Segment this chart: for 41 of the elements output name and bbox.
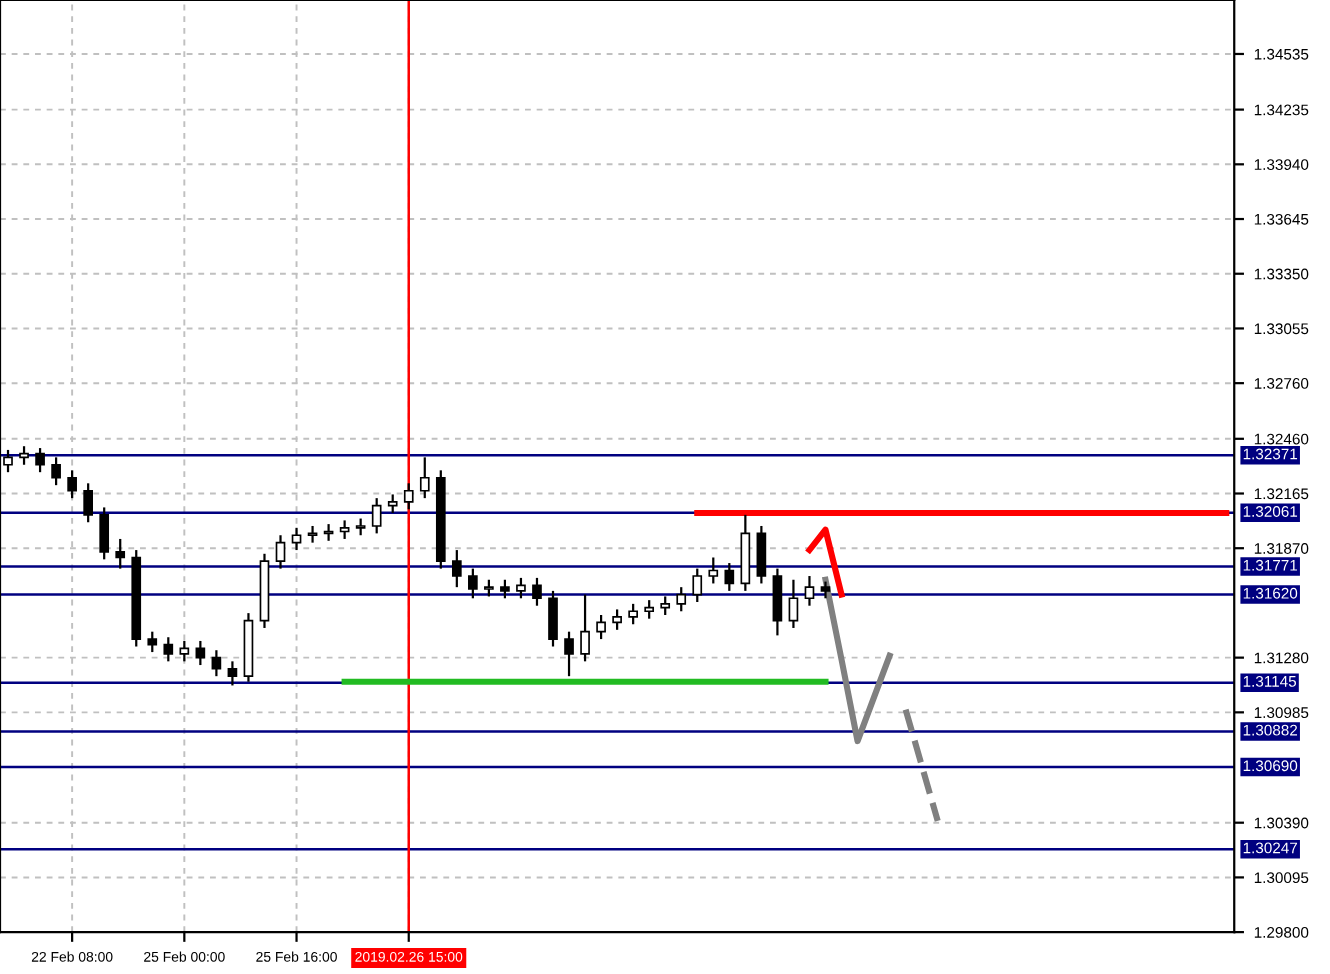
- candlestick: [211, 649, 222, 678]
- candlestick: [451, 548, 462, 589]
- candlestick: [83, 482, 94, 524]
- candlestick: [99, 506, 110, 561]
- candlestick: [115, 537, 126, 570]
- candlestick: [339, 519, 350, 541]
- candlestick: [419, 456, 430, 500]
- candlestick: [516, 576, 526, 600]
- candlestick: [580, 593, 590, 663]
- candlestick: [387, 493, 398, 515]
- candlestick: [275, 534, 286, 570]
- candlestick: [724, 561, 735, 592]
- candlestick: [67, 469, 77, 500]
- candlestick: [660, 595, 671, 617]
- candlestick: [532, 576, 542, 607]
- candlestick: [596, 613, 606, 641]
- candlestick: [227, 660, 238, 687]
- candlestick: [692, 567, 703, 604]
- candlestick: [371, 497, 382, 535]
- candlestick: [676, 586, 687, 613]
- candlestick: [19, 445, 29, 466]
- candlestick: [708, 556, 719, 585]
- candlestick: [179, 639, 190, 663]
- candlestick: [804, 574, 815, 607]
- candlestick: [564, 630, 574, 678]
- candlestick: [35, 446, 45, 474]
- candlestick: [628, 602, 638, 626]
- line-series: [822, 576, 893, 745]
- candlestick: [147, 630, 158, 654]
- candlestick: [500, 578, 510, 600]
- candlestick: [403, 482, 414, 511]
- candlestick: [163, 636, 174, 663]
- candlestick: [51, 456, 61, 487]
- candlestick: [756, 524, 767, 585]
- candlestick: [468, 567, 478, 600]
- candlestick: [548, 589, 558, 648]
- candlestick: [788, 578, 799, 630]
- candlestick: [612, 608, 622, 631]
- candlestick: [644, 599, 655, 620]
- candlestick: [291, 526, 302, 552]
- candlestick: [772, 567, 783, 637]
